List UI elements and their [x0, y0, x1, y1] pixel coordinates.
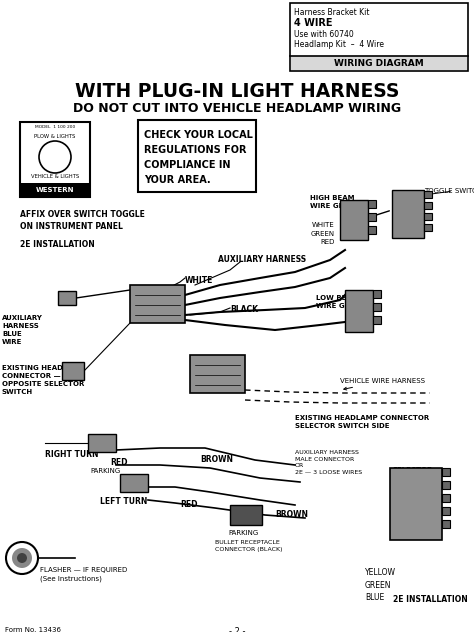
Text: HIGH BEAM
WIRE GROUP: HIGH BEAM WIRE GROUP: [310, 195, 361, 209]
Text: 2E INSTALLATION: 2E INSTALLATION: [393, 595, 468, 604]
Text: PLOW & LIGHTS: PLOW & LIGHTS: [34, 135, 76, 140]
Text: VEHICLE WIRE HARNESS: VEHICLE WIRE HARNESS: [340, 378, 425, 390]
Bar: [442, 468, 450, 476]
Text: SELECTOR
SWITCH
SIDE
VEHICLE
CONNECTOR: SELECTOR SWITCH SIDE VEHICLE CONNECTOR: [393, 467, 442, 505]
Bar: [21, 183, 89, 196]
Text: CHECK YOUR LOCAL: CHECK YOUR LOCAL: [144, 130, 253, 140]
Text: LEFT TURN: LEFT TURN: [100, 497, 147, 506]
Bar: [373, 290, 381, 298]
Bar: [230, 505, 262, 525]
Text: BROWN: BROWN: [200, 455, 233, 464]
Bar: [190, 355, 245, 393]
Text: EXISTING HEADLAMP CONNECTOR
SELECTOR SWITCH SIDE: EXISTING HEADLAMP CONNECTOR SELECTOR SWI…: [295, 415, 429, 429]
Bar: [62, 362, 84, 380]
Bar: [373, 316, 381, 324]
Bar: [345, 290, 373, 332]
Text: WIRING DIAGRAM: WIRING DIAGRAM: [334, 59, 424, 68]
Text: RIGHT TURN: RIGHT TURN: [45, 450, 99, 459]
Text: DO NOT CUT INTO VEHICLE HEADLAMP WIRING: DO NOT CUT INTO VEHICLE HEADLAMP WIRING: [73, 102, 401, 115]
Text: RED: RED: [110, 458, 128, 467]
Text: RED: RED: [180, 500, 198, 509]
Bar: [138, 120, 256, 192]
Bar: [442, 507, 450, 515]
Circle shape: [6, 542, 38, 574]
Text: WITH PLUG-IN LIGHT HARNESS: WITH PLUG-IN LIGHT HARNESS: [75, 82, 399, 101]
Bar: [390, 468, 442, 540]
Text: BROWN: BROWN: [275, 510, 308, 519]
Bar: [442, 481, 450, 489]
Text: WESTERN: WESTERN: [36, 186, 74, 193]
Bar: [424, 191, 432, 198]
Bar: [368, 213, 376, 221]
Text: AFFIX OVER SWITCH TOGGLE
ON INSTRUMENT PANEL: AFFIX OVER SWITCH TOGGLE ON INSTRUMENT P…: [20, 210, 145, 231]
Bar: [368, 226, 376, 234]
Text: YOUR AREA.: YOUR AREA.: [144, 175, 210, 185]
Bar: [130, 285, 185, 323]
Text: AUXILIARY
HARNESS
BLUE
WIRE: AUXILIARY HARNESS BLUE WIRE: [2, 315, 43, 345]
Bar: [291, 56, 467, 70]
Bar: [290, 3, 468, 71]
Bar: [424, 213, 432, 220]
Circle shape: [17, 553, 27, 563]
Text: COMPLIANCE IN: COMPLIANCE IN: [144, 160, 230, 170]
Text: LOW BEAM
WIRE GROUP: LOW BEAM WIRE GROUP: [316, 295, 367, 309]
Text: PARKING: PARKING: [90, 468, 120, 474]
Circle shape: [39, 141, 71, 173]
Bar: [88, 434, 116, 452]
Text: MODEL  1 100 200: MODEL 1 100 200: [35, 125, 75, 129]
Bar: [20, 122, 90, 197]
Text: AUXILIARY HARNESS: AUXILIARY HARNESS: [218, 255, 306, 264]
Bar: [373, 303, 381, 311]
Text: Form No. 13436: Form No. 13436: [5, 627, 61, 632]
Text: 4 WIRE: 4 WIRE: [294, 18, 332, 28]
Text: - 2 -: - 2 -: [229, 627, 245, 632]
Text: VEHICLE & LIGHTS: VEHICLE & LIGHTS: [31, 174, 79, 179]
Text: WHITE
GREEN
RED: WHITE GREEN RED: [311, 222, 335, 245]
Bar: [392, 190, 424, 238]
Bar: [424, 202, 432, 209]
Text: WHITE: WHITE: [185, 276, 213, 285]
Text: REGULATIONS FOR: REGULATIONS FOR: [144, 145, 246, 155]
Circle shape: [12, 548, 32, 568]
Bar: [120, 474, 148, 492]
Text: EXISTING HEADLAMP
CONNECTOR — SIDE
OPPOSITE SELECTOR
SWITCH: EXISTING HEADLAMP CONNECTOR — SIDE OPPOS…: [2, 365, 85, 395]
Bar: [442, 520, 450, 528]
Text: AUXILIARY HARNESS
MALE CONNECTOR
OR
2E — 3 LOOSE WIRES: AUXILIARY HARNESS MALE CONNECTOR OR 2E —…: [295, 450, 362, 475]
Text: 2E INSTALLATION: 2E INSTALLATION: [20, 240, 95, 249]
Bar: [368, 200, 376, 208]
Text: BLACK
YELLOW
ORANGE: BLACK YELLOW ORANGE: [346, 298, 375, 321]
Bar: [424, 224, 432, 231]
Text: TOGGLE SWITCH: TOGGLE SWITCH: [424, 188, 474, 195]
Text: PARKING: PARKING: [228, 530, 258, 536]
Text: Headlamp Kit  –  4 Wire: Headlamp Kit – 4 Wire: [294, 40, 384, 49]
Text: BLACK: BLACK: [230, 305, 258, 314]
Text: Use with 60740: Use with 60740: [294, 30, 354, 39]
Text: BULLET RECEPTACLE
CONNECTOR (BLACK): BULLET RECEPTACLE CONNECTOR (BLACK): [215, 540, 283, 552]
Text: YELLOW
GREEN
BLUE: YELLOW GREEN BLUE: [365, 568, 396, 602]
Bar: [340, 200, 368, 240]
Text: FLASHER — IF REQUIRED
(See Instructions): FLASHER — IF REQUIRED (See Instructions): [40, 567, 127, 581]
Text: Harness Bracket Kit: Harness Bracket Kit: [294, 8, 370, 17]
Bar: [442, 494, 450, 502]
Bar: [58, 291, 76, 305]
